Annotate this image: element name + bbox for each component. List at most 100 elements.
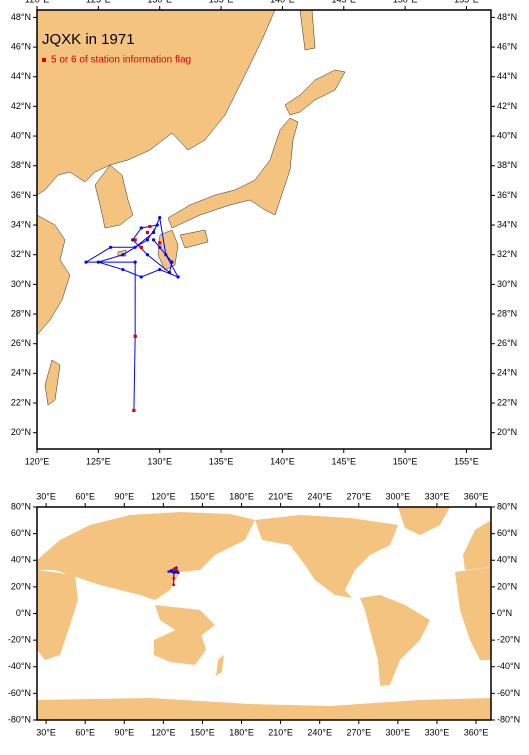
x-tick-label: 120°E xyxy=(25,0,50,4)
flagged-station xyxy=(173,569,176,572)
x-tick-label: 140°E xyxy=(270,456,295,466)
flagged-station xyxy=(172,577,175,580)
y-tick-label: 40°N xyxy=(11,130,31,140)
top-frame xyxy=(36,9,492,450)
y-tick-label: 24°N xyxy=(11,368,31,378)
y-tick-label: 36°N xyxy=(11,190,31,200)
station-point xyxy=(121,253,125,257)
x-tick-label: 30°E xyxy=(36,491,56,501)
x-tick-label: 135°E xyxy=(209,456,234,466)
x-tick-label: 270°E xyxy=(346,727,371,737)
y-tick-label: 20°N xyxy=(11,427,31,437)
y-tick-label: 20°N xyxy=(11,581,31,591)
station-point xyxy=(170,260,174,264)
y-tick-label: 30°N xyxy=(497,279,517,289)
x-tick-label: 125°E xyxy=(86,0,111,4)
x-tick-label: 150°E xyxy=(190,727,215,737)
station-point xyxy=(145,238,150,242)
x-tick-label: 180°E xyxy=(229,727,254,737)
x-tick-label: 330°E xyxy=(425,727,450,737)
x-tick-label: 90°E xyxy=(114,491,134,501)
y-tick-label: -80°N xyxy=(8,714,31,724)
flagged-station xyxy=(174,567,177,570)
world-land xyxy=(37,507,491,720)
station-point xyxy=(158,216,162,220)
flagged-station xyxy=(132,408,136,413)
x-tick-label: 145°E xyxy=(331,456,356,466)
y-tick-label: 26°N xyxy=(497,338,517,348)
station-point xyxy=(158,267,162,272)
x-tick-label: 180°E xyxy=(229,491,254,501)
x-tick-label: 150°E xyxy=(190,491,215,501)
x-tick-label: 120°E xyxy=(151,727,176,737)
x-tick-label: 360°E xyxy=(464,491,489,501)
station-point xyxy=(139,275,143,279)
legend-label: 5 or 6 of station information flag xyxy=(51,55,191,66)
y-tick-label: -40°N xyxy=(497,661,520,671)
top-land xyxy=(37,10,346,406)
x-tick-label: 155°E xyxy=(454,456,479,466)
y-tick-label: 42°N xyxy=(497,101,517,111)
y-tick-label: 44°N xyxy=(497,71,517,81)
station-point xyxy=(84,260,88,264)
y-tick-label: 32°N xyxy=(497,249,517,259)
station-point xyxy=(164,253,168,257)
x-tick-label: 300°E xyxy=(386,491,411,501)
y-tick-label: 48°N xyxy=(497,12,517,22)
station-point xyxy=(109,245,113,249)
y-tick-label: -60°N xyxy=(8,688,31,698)
x-tick-label: 60°E xyxy=(75,491,95,501)
flagged-station xyxy=(158,241,162,245)
y-tick-label: 30°N xyxy=(11,279,31,289)
x-tick-label: 90°E xyxy=(114,727,134,737)
y-tick-label: 36°N xyxy=(497,190,517,200)
ship-track xyxy=(84,215,180,411)
station-point xyxy=(168,570,172,573)
y-tick-label: 46°N xyxy=(11,41,31,51)
y-tick-label: 32°N xyxy=(11,249,31,259)
y-tick-label: 48°N xyxy=(11,12,31,22)
flagged-station xyxy=(175,568,178,572)
station-point xyxy=(133,260,137,264)
x-tick-label: 125°E xyxy=(86,456,111,466)
flagged-station xyxy=(145,230,150,235)
y-tick-label: 22°N xyxy=(11,397,31,407)
y-tick-label: 38°N xyxy=(11,160,31,170)
station-point xyxy=(158,245,162,249)
y-tick-label: 20°N xyxy=(497,427,517,437)
y-tick-label: -80°N xyxy=(497,714,520,724)
station-point xyxy=(173,571,176,575)
station-point xyxy=(139,226,143,230)
map-title: JQXK in 1971 xyxy=(42,31,135,48)
y-tick-label: 26°N xyxy=(11,338,31,348)
x-tick-label: 30°E xyxy=(36,727,56,737)
y-tick-label: -20°N xyxy=(497,635,520,645)
y-tick-label: 0°N xyxy=(497,608,512,618)
x-tick-label: 155°E xyxy=(454,0,479,4)
x-tick-label: 240°E xyxy=(307,491,332,501)
station-point xyxy=(176,275,180,279)
station-point xyxy=(151,238,156,242)
x-tick-label: 145°E xyxy=(331,0,356,4)
world-track-layer xyxy=(167,566,180,587)
y-tick-label: 40°N xyxy=(11,555,31,565)
y-tick-label: 28°N xyxy=(11,308,31,318)
x-tick-label: 140°E xyxy=(270,0,295,4)
top-track-layer xyxy=(84,215,180,413)
x-tick-label: 120°E xyxy=(151,491,176,501)
x-tick-label: 130°E xyxy=(147,0,172,4)
y-tick-label: 40°N xyxy=(497,130,517,140)
x-tick-label: 210°E xyxy=(268,727,293,737)
station-point xyxy=(151,230,156,235)
y-tick-label: 0°N xyxy=(16,608,31,618)
station-point xyxy=(133,245,137,249)
y-tick-label: -20°N xyxy=(8,635,31,645)
x-tick-label: 240°E xyxy=(307,727,332,737)
station-point xyxy=(167,270,172,275)
y-tick-label: -60°N xyxy=(497,688,520,698)
x-tick-label: 270°E xyxy=(346,491,371,501)
y-tick-label: 80°N xyxy=(11,501,31,511)
x-tick-label: 130°E xyxy=(147,456,172,466)
y-tick-label: -40°N xyxy=(8,661,31,671)
